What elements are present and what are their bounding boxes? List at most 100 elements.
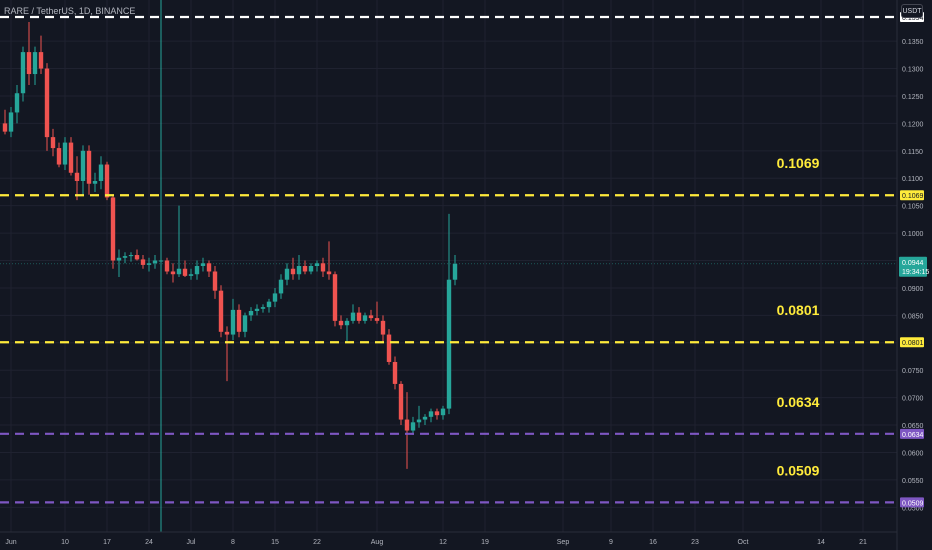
candle-body <box>2 123 8 132</box>
candle-body <box>164 260 170 272</box>
candle-body <box>434 411 440 416</box>
price-tick-label: 0.0850 <box>902 313 924 320</box>
candle-body <box>182 268 188 276</box>
candle-body <box>284 268 290 280</box>
candle-body <box>446 279 452 409</box>
candle-body <box>62 142 68 165</box>
time-tick-label: 10 <box>61 539 69 546</box>
candle-body <box>206 263 212 272</box>
candle-body <box>302 266 308 272</box>
symbol-title: RARE / TetherUS, 1D, BINANCE <box>4 6 136 16</box>
price-tick-label: 0.1000 <box>902 231 924 238</box>
candle-body <box>386 334 392 362</box>
time-tick-label: 23 <box>691 539 699 546</box>
price-tick-label: 0.0550 <box>902 478 924 485</box>
price-tick-label: 0.0600 <box>902 450 924 457</box>
price-tick-label: 0.1150 <box>902 149 923 156</box>
candle-body <box>140 259 146 265</box>
candle-body <box>332 274 338 321</box>
candle-body <box>380 320 386 335</box>
price-tick-label: 0.1250 <box>902 94 924 101</box>
level-label: 0.0509 <box>777 462 820 478</box>
time-tick-label: 12 <box>439 539 447 546</box>
time-tick-label: Jul <box>187 539 196 546</box>
candle-body <box>428 411 434 417</box>
candle-body <box>188 274 194 276</box>
candle-body <box>242 315 248 332</box>
candle-body <box>224 331 230 335</box>
time-tick-label: Oct <box>738 539 749 546</box>
candle-body <box>338 320 344 326</box>
time-tick-label: Sep <box>557 539 570 546</box>
candle-body <box>236 309 242 332</box>
candle-body <box>20 52 26 94</box>
candle-body <box>452 263 458 280</box>
candle-body <box>308 266 314 272</box>
candle-body <box>416 419 422 423</box>
time-tick-label: 17 <box>103 539 111 546</box>
candle-body <box>218 290 224 332</box>
level-price-badge-text: 0.0509 <box>902 500 924 507</box>
candle-body <box>350 312 356 321</box>
candle-body <box>368 315 374 319</box>
level-price-badge <box>900 428 924 439</box>
candle-body <box>146 263 152 265</box>
level-price-badge-text: 0.1069 <box>902 193 924 200</box>
time-tick-label: Aug <box>371 539 384 546</box>
level-price-badge <box>900 337 924 348</box>
candle-body <box>326 271 332 275</box>
level-price-badge-text: 0.0634 <box>902 432 924 439</box>
time-axis: Jun 10 17 24 Jul 8 15 22 Aug 12 19 Sep 9 16 23 Oct 14 21 <box>0 531 897 546</box>
candle-body <box>176 268 182 275</box>
price-tick-label: 0.0650 <box>902 423 924 430</box>
time-tick-label: 15 <box>271 539 279 546</box>
level-price-badge-text: 0.0801 <box>902 340 924 347</box>
current-price-badge <box>899 256 927 277</box>
candle-body <box>212 271 218 291</box>
candle-body <box>116 257 122 261</box>
candle-body <box>170 271 176 275</box>
time-tick-label: 22 <box>313 539 321 546</box>
time-tick-label: 21 <box>859 539 867 546</box>
candle-body <box>266 301 272 308</box>
candle-body <box>128 255 134 257</box>
candle-body <box>8 112 14 132</box>
level-price-badge <box>900 190 924 201</box>
candle-body <box>122 256 128 258</box>
candle-body <box>254 308 260 311</box>
current-price-value: 0.0944 <box>902 260 924 267</box>
candle-body <box>422 416 428 420</box>
candle-body <box>74 172 80 181</box>
candle-body <box>50 137 56 149</box>
candle-body <box>410 422 416 431</box>
candle-body <box>80 150 86 181</box>
price-tick-label: 0.1300 <box>902 67 924 74</box>
candle-body <box>68 142 74 173</box>
candle-body <box>296 266 302 275</box>
candle-body <box>26 52 32 75</box>
candle-body <box>260 307 266 309</box>
price-tick-label: 0.1350 <box>902 39 924 46</box>
candle-body <box>356 312 362 321</box>
level-price-badge-text: 0.1394 <box>902 15 924 22</box>
price-axis: 0.0500 0.0550 0.0600 0.0650 0.0700 0.0750 0.08… <box>896 0 929 550</box>
time-tick-label: 19 <box>481 539 489 546</box>
candle-body <box>134 255 140 260</box>
currency-button[interactable]: USDT <box>901 4 923 18</box>
candle-body <box>398 383 404 420</box>
candle-body <box>392 361 398 384</box>
candle-body <box>290 268 296 275</box>
candles <box>2 0 458 532</box>
candle-body <box>440 408 446 416</box>
level-label: 0.1069 <box>777 155 820 171</box>
price-tick-label: 0.1050 <box>902 204 924 211</box>
candle-body <box>320 263 326 272</box>
candle-body <box>344 320 350 326</box>
level-label: 0.0634 <box>777 394 820 410</box>
candle-body <box>278 279 284 294</box>
candle-body <box>104 164 110 198</box>
time-tick-label: 16 <box>649 539 657 546</box>
